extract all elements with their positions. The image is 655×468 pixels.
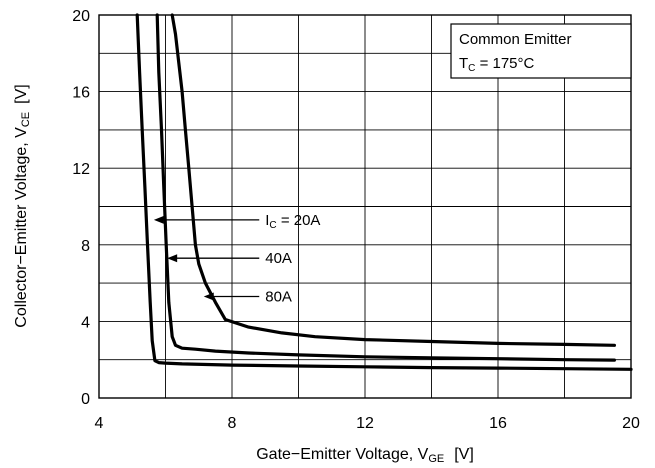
annotation-80A: 80A — [203, 289, 292, 306]
legend-line1: Common Emitter — [459, 31, 572, 48]
y-tick-label: 8 — [81, 238, 90, 255]
plot-frame — [98, 14, 632, 399]
annotation-arrow-head — [203, 292, 214, 301]
annotation-20A: IC = 20A — [153, 212, 320, 231]
grid — [99, 15, 631, 398]
legend-box: Common Emitter TC = 175°C — [450, 23, 632, 79]
x-axis-label-sub: GE — [428, 453, 444, 465]
y-axis-label-main: Collector−Emitter Voltage, V — [13, 127, 30, 328]
annotation-label-80A: 80A — [265, 289, 292, 306]
y-tick-label: 16 — [72, 85, 90, 102]
x-tick-label: 20 — [622, 415, 640, 432]
x-axis-label: Gate−Emitter Voltage, VGE [V] — [256, 446, 474, 465]
x-tick-label: 4 — [95, 415, 104, 432]
x-tick-label: 16 — [489, 415, 507, 432]
legend-line2-sub: C — [468, 63, 475, 74]
y-axis-label-unit: [V] — [13, 84, 30, 104]
legend-line2-main: T — [459, 55, 468, 72]
y-axis-label-sub: CE — [20, 112, 32, 127]
annotation-40A: 40A — [167, 250, 292, 267]
annotation-arrow-head — [153, 215, 164, 224]
y-tick-label: 0 — [81, 391, 90, 408]
series-line-80A — [170, 13, 617, 347]
series-line-40A — [155, 13, 617, 362]
x-axis-label-unit: [V] — [454, 446, 474, 463]
x-tick-label: 8 — [228, 415, 237, 432]
legend-line2: TC = 175°C — [459, 55, 535, 74]
curves — [135, 13, 633, 371]
legend-line2-rest: = 175°C — [475, 55, 534, 72]
x-axis-label-main: Gate−Emitter Voltage, V — [256, 446, 428, 463]
y-tick-label: 4 — [81, 314, 90, 331]
x-tick-label: 12 — [356, 415, 374, 432]
y-tick-label: 20 — [72, 8, 90, 25]
legend-frame — [450, 23, 632, 79]
annotation-label-40A: 40A — [265, 250, 292, 267]
annotation-arrow-head — [167, 254, 178, 263]
y-axis-label: Collector−Emitter Voltage, VCE [V] — [13, 84, 32, 327]
annotation-label-20A: IC = 20A — [265, 212, 320, 231]
series-annotations: IC = 20A 40A 80A — [153, 212, 320, 306]
series-line-20A — [135, 13, 633, 371]
y-tick-label: 12 — [72, 161, 90, 178]
